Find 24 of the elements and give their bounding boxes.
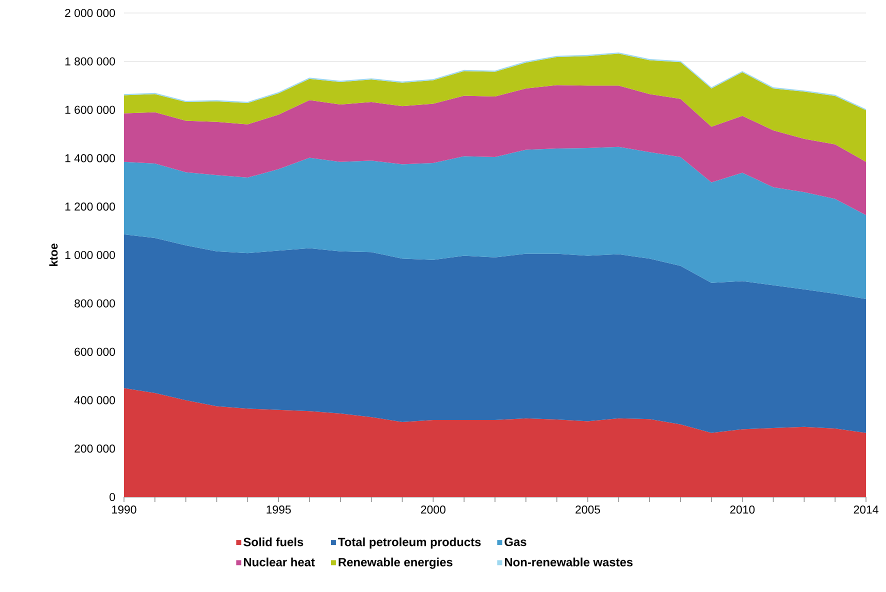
y-tick-label: 2 000 000 (65, 8, 116, 18)
y-tick-label: 0 (110, 492, 116, 502)
y-tick-label: 1 200 000 (65, 202, 116, 211)
x-tick-label: 1995 (266, 506, 291, 514)
y-tick-label: 400 000 (74, 396, 116, 404)
x-tick-label: 2005 (576, 506, 600, 514)
y-tick-label: 1 400 000 (65, 154, 116, 162)
x-tick-label: 2000 (421, 506, 446, 514)
y-tick-label: 200 000 (74, 444, 116, 453)
x-tick-label: 2014 (854, 506, 878, 514)
legend-label: Non-renewable wastes (504, 558, 633, 566)
x-tick-label: 1990 (112, 506, 136, 514)
y-axis-title: ktoe (49, 244, 58, 266)
legend-label: Gas (504, 538, 526, 546)
y-tick-label: 800 000 (74, 299, 116, 308)
legend-label: Renewable energies (338, 558, 452, 569)
legend-label: Solid fuels (244, 537, 304, 546)
legend-label: Total petroleum products (338, 537, 481, 549)
y-tick-label: 600 000 (74, 348, 116, 356)
y-tick-label: 1 600 000 (65, 106, 116, 114)
y-tick-label: 1 000 000 (65, 250, 116, 260)
x-tick-label: 2010 (730, 506, 755, 514)
y-tick-label: 1 800 000 (65, 57, 116, 66)
legend-label: Nuclear heat (244, 558, 315, 566)
